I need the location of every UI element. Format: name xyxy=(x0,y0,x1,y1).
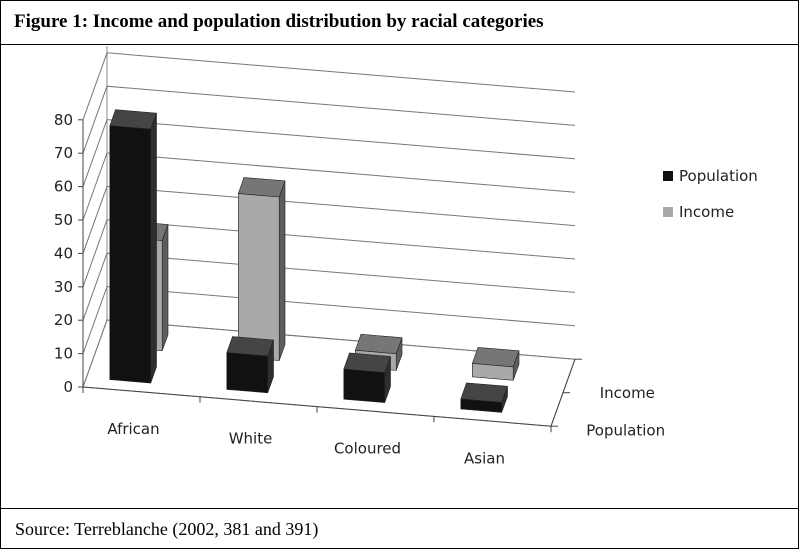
figure-source: Source: Terreblanche (2002, 381 and 391) xyxy=(1,508,798,548)
gridline xyxy=(82,119,576,187)
chart-legend: Population Income xyxy=(663,167,758,221)
chart-area: 0 10 20 30 40 50 60 70 80 African White Coloured Asi… xyxy=(1,45,798,508)
bar-front xyxy=(460,398,503,413)
bar-side xyxy=(278,180,286,361)
x-tick-label: African xyxy=(107,420,159,438)
y-tick-label: 0 xyxy=(63,378,73,396)
chart-bars xyxy=(109,109,520,413)
bar-front xyxy=(471,363,514,381)
x-tick-label: White xyxy=(229,430,273,448)
x-tick-label: Asian xyxy=(464,449,505,467)
gridline xyxy=(82,85,576,154)
y-tick-label: 50 xyxy=(54,211,73,229)
gridline xyxy=(82,252,576,321)
bar-side xyxy=(150,112,157,384)
legend-label: Income xyxy=(679,203,734,221)
chart-svg: 0 10 20 30 40 50 60 70 80 African White Coloured Asi… xyxy=(54,46,758,467)
bar-front xyxy=(238,193,280,361)
chart-labels: 0 10 20 30 40 50 60 70 80 African White Coloured Asi… xyxy=(54,111,665,467)
legend-swatch xyxy=(663,171,673,181)
legend-swatch xyxy=(663,207,673,217)
gridline xyxy=(82,219,576,287)
bar-income-asian xyxy=(471,347,520,381)
y-tick-label: 60 xyxy=(54,178,73,196)
bar-population-coloured xyxy=(343,352,391,403)
bar-front xyxy=(343,368,386,403)
bar-population-asian xyxy=(460,382,508,413)
depth-label: Population xyxy=(586,421,665,439)
bar-population-white xyxy=(226,336,274,394)
legend-label: Population xyxy=(679,167,758,185)
figure-title: Figure 1: Income and population distribu… xyxy=(1,1,798,45)
y-tick-label: 80 xyxy=(54,111,73,129)
y-tick-label: 70 xyxy=(54,144,73,162)
y-tick-label: 30 xyxy=(54,278,73,296)
gridline xyxy=(82,52,576,120)
gridline xyxy=(82,152,576,221)
bar-income-white xyxy=(237,177,286,361)
y-tick-label: 20 xyxy=(54,311,73,329)
gridline xyxy=(82,319,576,388)
bar-population-african xyxy=(109,109,157,384)
bar-front xyxy=(109,125,151,384)
x-tick-label: Coloured xyxy=(334,440,401,458)
depth-label: Income xyxy=(600,384,655,402)
y-tick-label: 10 xyxy=(54,345,73,363)
chart-gridlines xyxy=(82,52,576,388)
gridline xyxy=(82,185,576,254)
y-tick-label: 40 xyxy=(54,244,73,262)
gridline xyxy=(82,286,576,354)
chart-axes xyxy=(78,119,582,433)
bar-side xyxy=(161,224,169,351)
bar-front xyxy=(226,352,269,394)
